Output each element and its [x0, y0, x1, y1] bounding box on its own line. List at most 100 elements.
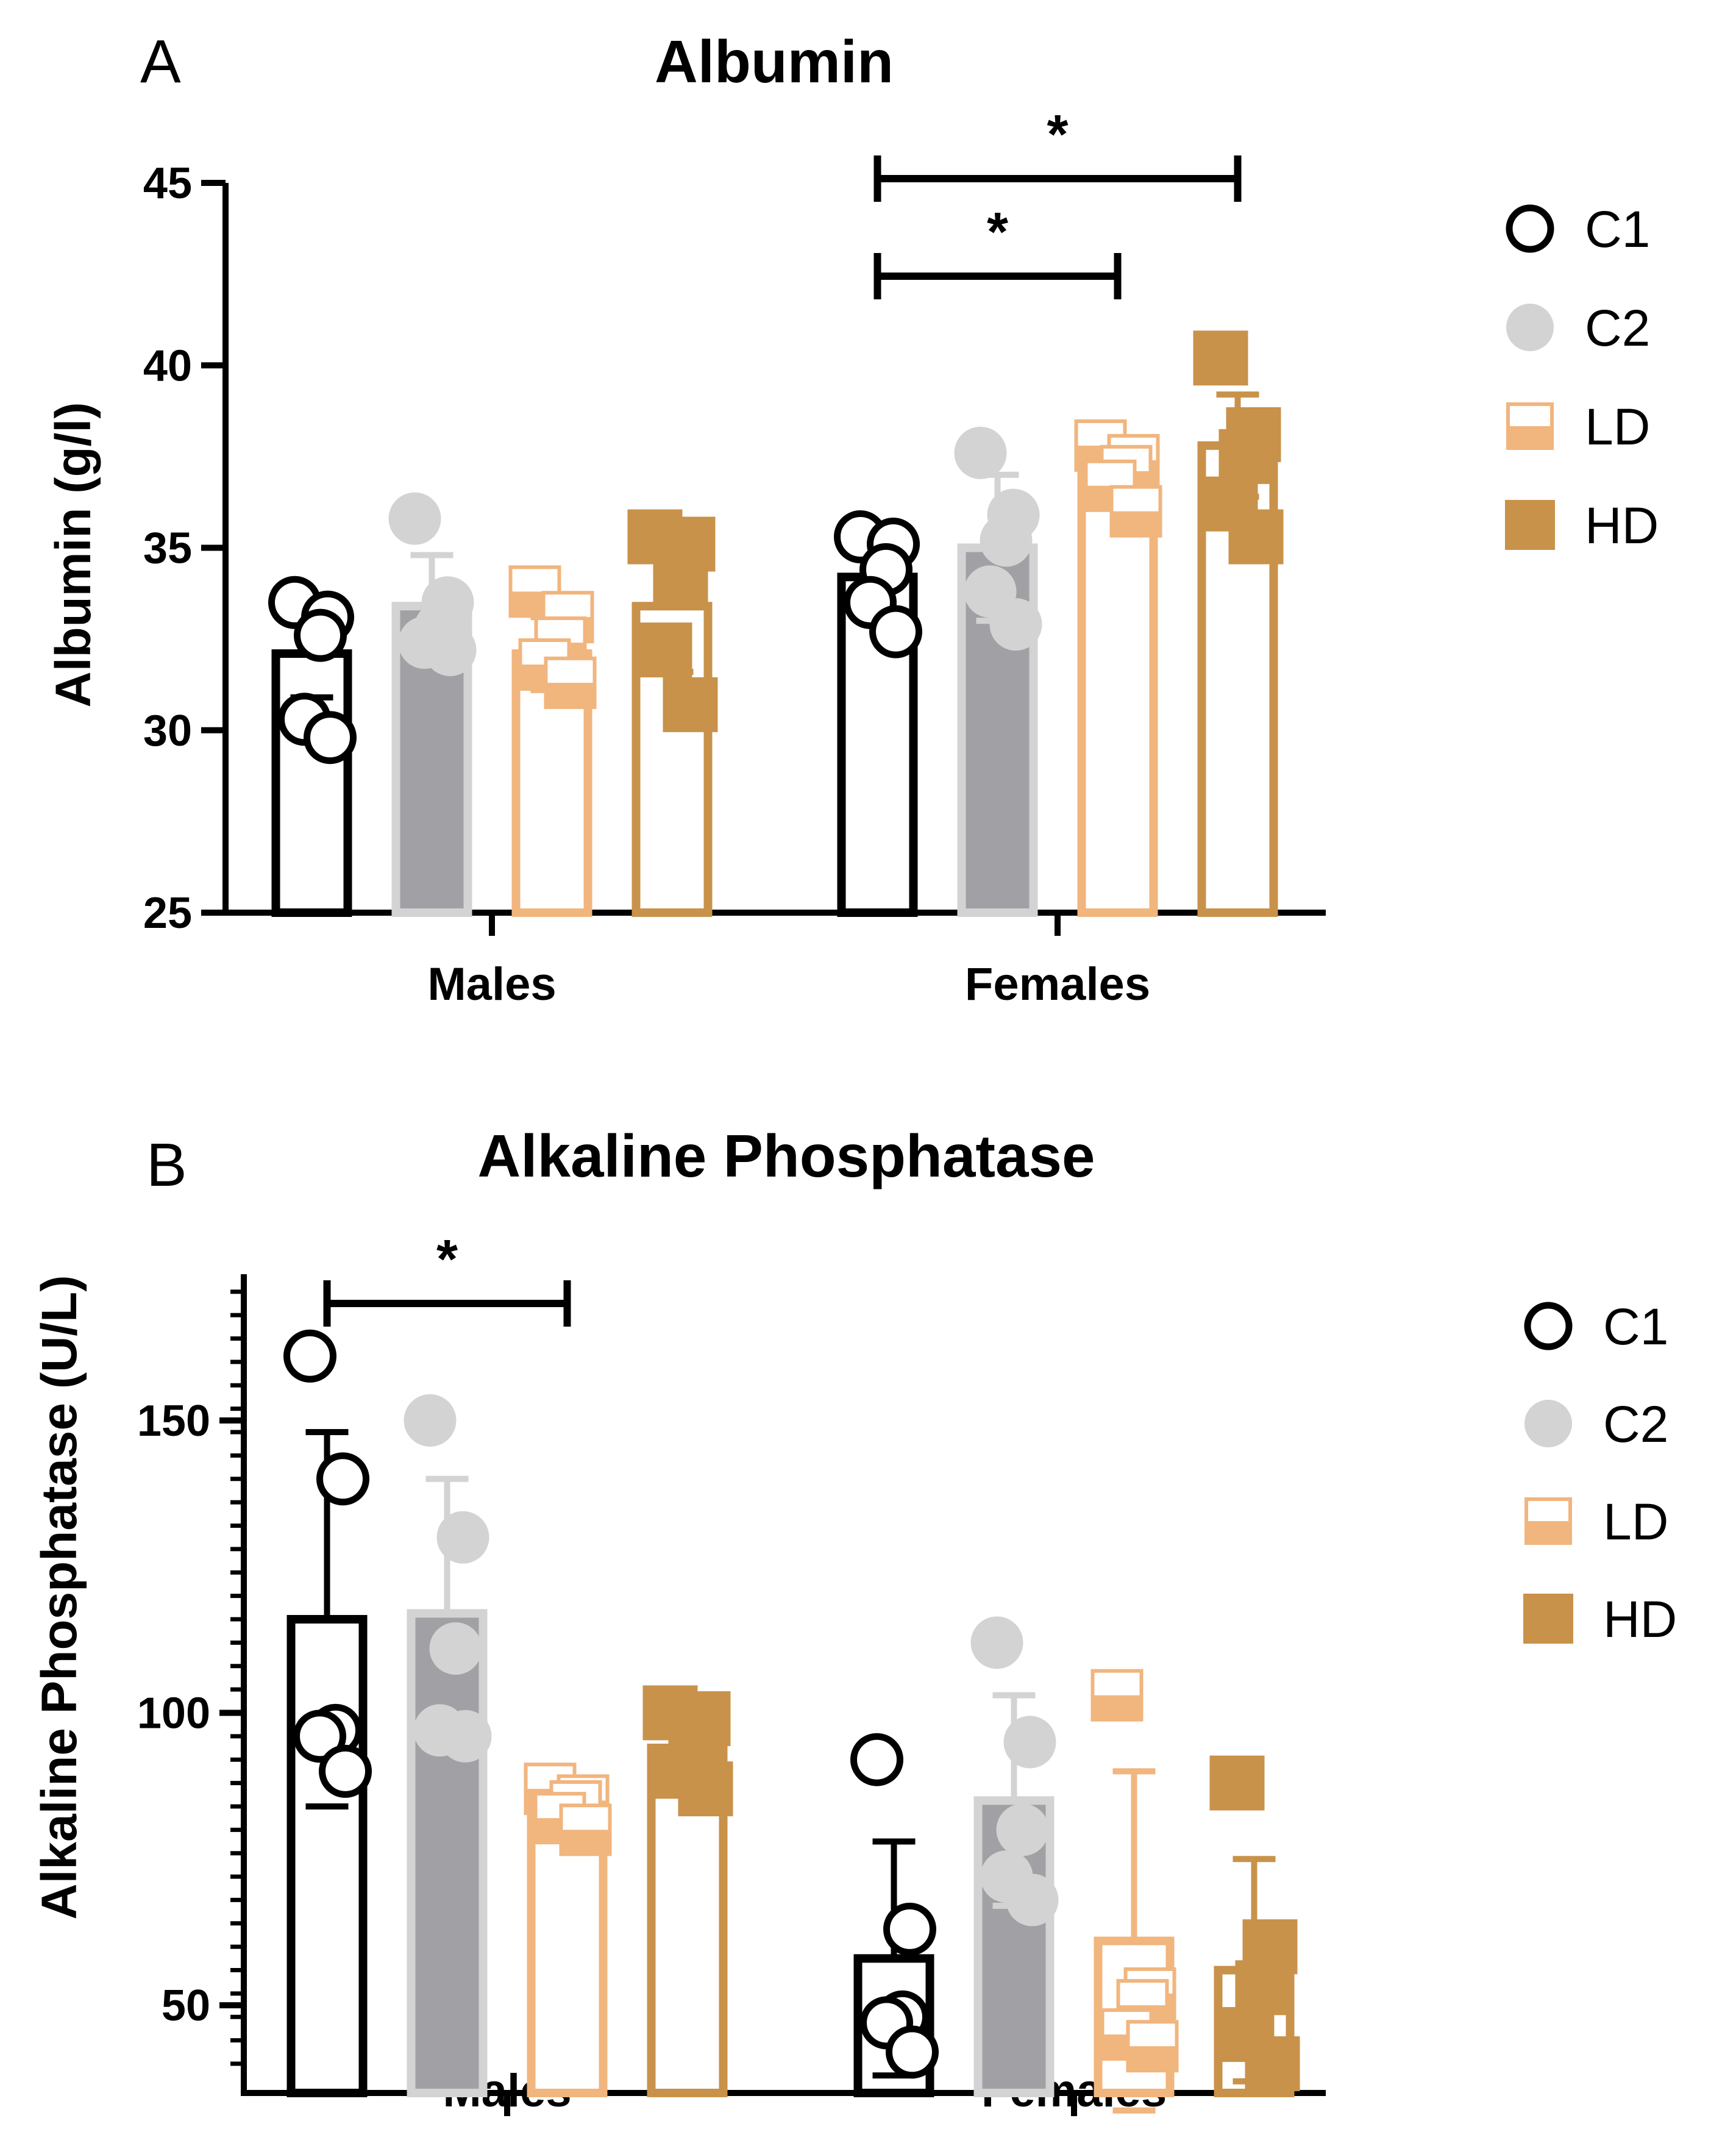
data-point: [293, 1710, 346, 1763]
data-point: [678, 1761, 733, 1817]
bar: [286, 1614, 368, 2097]
y-axis-label-albumin: Albumin (g/l): [46, 402, 101, 707]
legend-marker: [1524, 1497, 1572, 1545]
data-point: [429, 1622, 482, 1675]
chart-title-alkaline-phosphatase: Alkaline Phosphatase: [477, 1122, 1095, 1189]
significance-label: *: [436, 1229, 458, 1290]
y-tick-label: 100: [137, 1689, 210, 1738]
legend-item: HD: [1523, 1591, 1677, 1648]
legend-marker-fill: [1526, 1521, 1570, 1543]
plot-area-albumin: 25 30 35 40 45 Males Females * *: [143, 104, 1326, 1010]
legend-marker: [1506, 204, 1554, 253]
x-tick-label: Males: [427, 958, 556, 1010]
bar-group: [970, 1616, 1059, 2098]
data-point: [1003, 1716, 1056, 1769]
data-point: [637, 622, 692, 678]
y-tick-label: 45: [143, 159, 192, 208]
bar-group: [524, 1763, 612, 2097]
significance-label: *: [987, 202, 1008, 263]
bar-group: [627, 509, 718, 917]
bar: [407, 1609, 488, 2097]
legend-label: HD: [1603, 1591, 1677, 1648]
bar-group: [268, 576, 357, 917]
bar-group: [283, 1329, 372, 2097]
legend-marker: [1524, 1400, 1572, 1447]
legend-label: C1: [1603, 1298, 1668, 1355]
data-point: [294, 608, 347, 662]
y-tick-label: 50: [162, 1981, 210, 2030]
y-tick-label: 35: [143, 524, 192, 573]
data-point-fill: [546, 682, 595, 707]
data-point: [1235, 1960, 1290, 2016]
data-point: [1126, 2020, 1179, 2073]
data-point: [319, 1744, 372, 1798]
y-tick-label: 40: [143, 341, 192, 390]
y-tick-label: 150: [137, 1397, 210, 1446]
data-point: [283, 1329, 336, 1383]
y-tick-label: 30: [143, 707, 192, 755]
legend-marker: [1524, 1302, 1573, 1350]
legend-marker-fill: [1508, 426, 1552, 448]
legend-item: HD: [1505, 497, 1659, 554]
legend-marker: [1523, 1594, 1573, 1644]
data-point: [439, 1710, 492, 1763]
data-point: [886, 2025, 939, 2079]
data-point: [544, 656, 597, 709]
bar-group: [388, 492, 477, 917]
data-point: [1228, 509, 1284, 565]
bar-group: [1209, 1755, 1300, 2098]
legend-item: C1: [1524, 1298, 1668, 1355]
panel-b-alkaline-phosphatase: B Alkaline Phosphatase Alkaline Phosphat…: [32, 1122, 1677, 2117]
bar-group: [1193, 330, 1284, 917]
panel-a-albumin: A Albumin Albumin (g/l) 25 30 35 40 45 Males F…: [46, 27, 1659, 1010]
legend-marker: [1505, 500, 1555, 550]
legend-item: C2: [1506, 299, 1650, 357]
data-point: [980, 514, 1033, 567]
data-point: [653, 549, 708, 605]
bar-group: [834, 510, 922, 917]
x-tick-label: Females: [965, 958, 1150, 1010]
data-point-fill: [1111, 511, 1161, 536]
data-point: [424, 624, 477, 677]
data-point-fill: [561, 1830, 610, 1855]
data-point: [436, 1511, 489, 1564]
y-axis-label-alkaline-phosphatase: Alkaline Phosphatase (U/L): [32, 1275, 87, 1919]
bar-group: [1074, 419, 1162, 917]
significance-bracket: *: [323, 1229, 571, 1327]
data-point: [850, 1733, 903, 1786]
bar-group: [404, 1394, 492, 2097]
bar-group: [1090, 1669, 1179, 2114]
data-point: [883, 1902, 936, 1956]
data-point: [1090, 1669, 1144, 1722]
data-point: [1193, 330, 1248, 386]
legend-item: C1: [1506, 201, 1650, 258]
significance-bracket: *: [873, 202, 1122, 299]
significance-bracket: *: [873, 104, 1242, 202]
data-point: [1209, 1755, 1265, 1811]
bar-group: [508, 565, 597, 917]
panel-letter-b: B: [146, 1131, 187, 1199]
legend-label: C2: [1603, 1396, 1668, 1453]
legend-alkaline-phosphatase: C1 C2 LD HD: [1523, 1298, 1677, 1648]
data-point: [1006, 1874, 1059, 1927]
data-point: [996, 1803, 1049, 1856]
legend-item: LD: [1524, 1493, 1668, 1550]
bar-group: [642, 1685, 733, 2098]
bar-group: [954, 426, 1042, 917]
data-point: [869, 605, 922, 658]
data-point: [1245, 2036, 1300, 2092]
data-point: [954, 426, 1007, 479]
data-point: [316, 1452, 369, 1506]
legend-label: C2: [1585, 299, 1650, 357]
legend-label: LD: [1585, 398, 1650, 455]
legend-marker: [1506, 304, 1554, 351]
y-tick-label: 25: [143, 889, 192, 938]
data-point: [1109, 485, 1162, 538]
data-point: [663, 677, 718, 732]
data-point-fill: [1128, 2046, 1177, 2071]
bar: [271, 649, 352, 917]
data-point: [388, 492, 441, 545]
legend-item: C2: [1524, 1396, 1668, 1453]
